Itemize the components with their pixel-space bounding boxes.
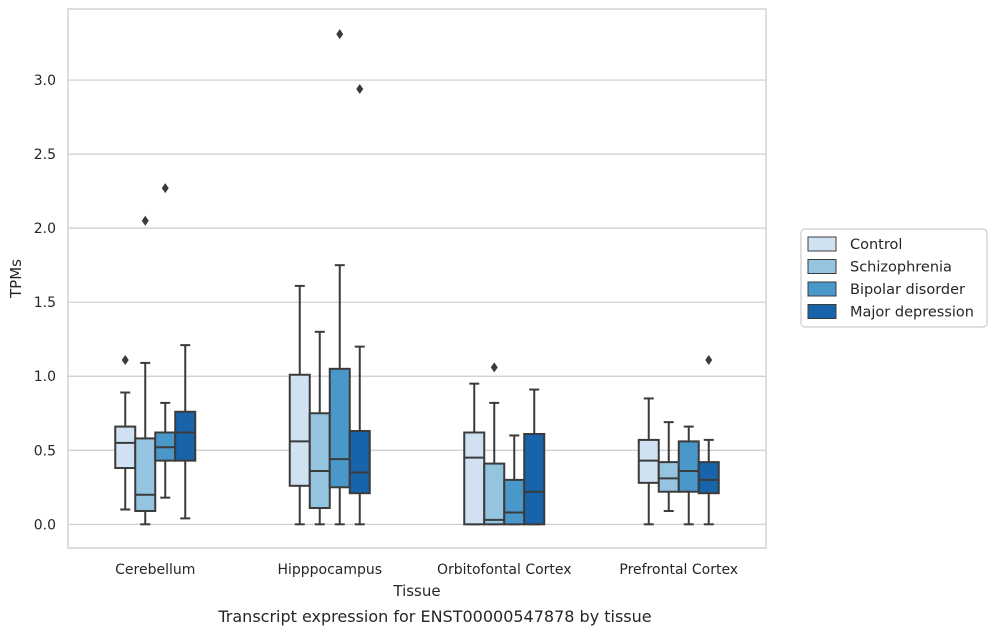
y-tick-label: 1.5 (34, 295, 56, 311)
box-body (697, 461, 720, 495)
box-0-2 (463, 382, 486, 526)
legend-label: Schizophrenia (850, 260, 952, 276)
x-axis-label: Tissue (392, 582, 440, 600)
box-body (308, 412, 331, 510)
box-body (503, 478, 526, 526)
outlier-point (121, 354, 129, 365)
box-1-2 (483, 362, 506, 526)
box-3-1 (348, 83, 371, 526)
plot-frame (67, 8, 767, 549)
y-tick-label: 1.0 (34, 369, 56, 385)
legend-swatch (807, 304, 837, 319)
outlier-point (705, 354, 713, 365)
box-2-1 (328, 29, 351, 526)
box-body (134, 437, 157, 512)
box-3-0 (174, 344, 197, 520)
box-2-2 (503, 434, 526, 526)
box-1-0 (134, 215, 157, 526)
legend-label: Bipolar disorder (850, 282, 965, 298)
box-body (463, 431, 486, 526)
box-0-0 (114, 354, 137, 511)
y-tick-label: 2.0 (34, 221, 56, 237)
box-1-3 (657, 421, 680, 512)
box-plots (114, 29, 720, 526)
y-tick-label: 0.0 (34, 517, 56, 533)
box-body (483, 462, 506, 526)
y-tick-labels: 0.0 0.5 1.0 1.5 2.0 2.5 3.0 (34, 73, 56, 533)
outlier-point (161, 183, 169, 194)
legend-swatch (807, 236, 837, 252)
x-tick-labels: Cerebellum Hipppocampus Orbitofontal Corte… (115, 562, 738, 578)
y-axis-label: TPMs (7, 259, 25, 299)
chart-caption: Transcript expression for ENST0000054787… (217, 607, 651, 626)
legend-label: Major depression (850, 305, 974, 321)
outlier-point (141, 215, 149, 226)
box-0-3 (637, 397, 660, 526)
outlier-point (490, 362, 498, 373)
legend-swatch (807, 281, 837, 297)
box-0-1 (288, 284, 311, 526)
outlier-point (356, 83, 364, 94)
box-1-1 (308, 330, 331, 526)
box-body (174, 410, 197, 462)
box-3-3 (697, 354, 720, 526)
y-tick-label: 0.5 (34, 443, 56, 459)
box-body (657, 461, 680, 493)
x-tick-label: Prefrontal Cortex (619, 562, 738, 578)
x-tick-label: Cerebellum (115, 562, 195, 578)
box-2-3 (677, 425, 700, 526)
box-2-0 (154, 183, 177, 499)
box-3-2 (523, 388, 546, 526)
legend-frame (800, 228, 988, 328)
y-tick-label: 3.0 (34, 73, 56, 89)
x-tick-label: Hipppocampus (277, 562, 382, 578)
box-body (288, 373, 311, 487)
box-body (114, 425, 137, 470)
box-body (677, 440, 700, 493)
x-tick-label: Orbitofontal Cortex (437, 562, 572, 578)
box-body (348, 430, 371, 495)
box-body (523, 432, 546, 526)
legend: Control Schizophrenia Bipolar disorder Majo… (800, 228, 988, 328)
y-tick-label: 2.5 (34, 147, 56, 163)
box-body (328, 367, 351, 489)
legend-label: Control (850, 237, 902, 253)
legend-swatch (807, 259, 837, 274)
outlier-point (336, 29, 344, 40)
